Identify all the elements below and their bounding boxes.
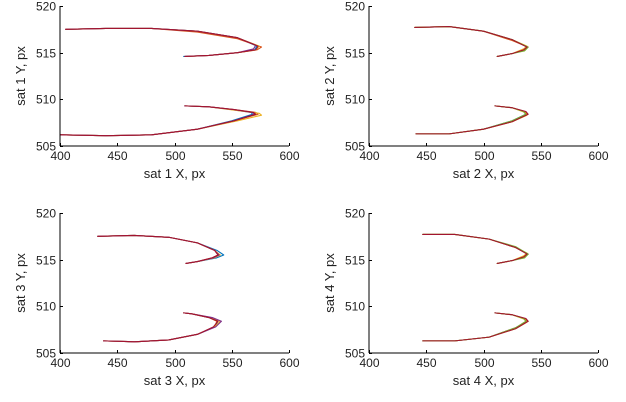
series-1-line-2 <box>60 105 253 137</box>
x-axis-label: sat 1 X, px <box>144 166 206 181</box>
series-3-line-1 <box>65 27 260 57</box>
x-tick-label: 550 <box>222 149 242 163</box>
series-1-line-1 <box>65 27 258 57</box>
series-3-line-2 <box>102 312 221 343</box>
x-tick-label: 450 <box>416 356 436 370</box>
series-3-line-1 <box>414 25 528 57</box>
x-tick-label: 500 <box>165 356 185 370</box>
series-1-line-2 <box>415 105 527 135</box>
series-5-line-2 <box>102 312 219 343</box>
series-4-line-1 <box>422 233 529 264</box>
x-axis-label: sat 2 X, px <box>453 166 515 181</box>
x-tick-label: 550 <box>531 356 551 370</box>
series-3-line-2 <box>422 312 528 342</box>
series-2-line-1 <box>65 27 263 57</box>
subplot-2: 400 450 500 550 600 505 510 515 520 sat 2 X, px sa… <box>322 0 609 181</box>
series-2-line-2 <box>422 312 529 342</box>
series-5-line-1 <box>414 25 528 57</box>
subplot-3: 400 450 500 550 600 505 510 515 520 sat 3 X, px sa… <box>13 207 300 389</box>
x-tick-label: 500 <box>165 149 185 163</box>
x-tick-label: 600 <box>279 356 299 370</box>
series-group <box>422 233 529 342</box>
y-axis-label: sat 2 Y, px <box>322 46 337 106</box>
series-5-line-2 <box>422 312 529 342</box>
y-tick-label: 520 <box>36 207 56 221</box>
series-4-line-2 <box>415 105 527 135</box>
y-tick-label: 515 <box>36 47 56 61</box>
x-tick-label: 400 <box>50 149 70 163</box>
y-axis-label: sat 4 Y, px <box>322 253 337 313</box>
y-tick-label: 515 <box>345 47 365 61</box>
series-4-line-2 <box>422 312 527 342</box>
x-tick-label: 400 <box>50 356 70 370</box>
x-tick-label: 500 <box>474 356 494 370</box>
y-tick-label: 510 <box>345 300 365 314</box>
series-1-line-2 <box>102 312 219 343</box>
x-tick-label: 450 <box>416 149 436 163</box>
y-tick-label: 510 <box>345 93 365 107</box>
y-axis-label: sat 1 Y, px <box>13 46 28 106</box>
y-tick-label: 510 <box>36 300 56 314</box>
x-tick-label: 400 <box>359 356 379 370</box>
series-1-line-2 <box>422 312 528 342</box>
x-tick-label: 600 <box>279 149 299 163</box>
series-2-line-2 <box>415 105 528 135</box>
series-group <box>97 234 225 343</box>
series-4-line-1 <box>97 234 220 264</box>
series-4-line-1 <box>414 25 529 57</box>
y-tick-label: 505 <box>36 347 56 361</box>
y-axis-label: sat 3 Y, px <box>13 253 28 313</box>
series-4-line-1 <box>65 27 257 57</box>
series-3-line-2 <box>415 105 528 135</box>
series-5-line-2 <box>415 105 529 135</box>
series-1-line-1 <box>414 25 528 57</box>
y-tick-label: 510 <box>36 93 56 107</box>
series-group <box>60 27 263 137</box>
x-tick-label: 600 <box>588 356 608 370</box>
series-5-line-1 <box>422 233 528 264</box>
y-tick-label: 515 <box>345 254 365 268</box>
series-4-line-2 <box>102 312 222 343</box>
y-tick-label: 505 <box>36 140 56 154</box>
series-2-line-2 <box>102 312 218 343</box>
series-5-line-1 <box>65 27 259 57</box>
series-4-line-2 <box>60 105 256 137</box>
series-3-line-1 <box>422 233 528 264</box>
series-2-line-1 <box>414 25 529 57</box>
series-5-line-1 <box>97 234 219 264</box>
series-2-line-1 <box>97 234 219 264</box>
x-tick-label: 600 <box>588 149 608 163</box>
series-3-line-1 <box>97 234 221 264</box>
y-tick-label: 515 <box>36 254 56 268</box>
subplot-4: 400 450 500 550 600 505 510 515 520 sat 4 X, px sa… <box>322 207 609 389</box>
x-tick-label: 450 <box>107 356 127 370</box>
y-tick-label: 505 <box>345 347 365 361</box>
y-tick-label: 520 <box>36 0 56 14</box>
series-group <box>414 25 529 135</box>
x-tick-label: 500 <box>474 149 494 163</box>
y-tick-label: 520 <box>345 0 365 14</box>
x-axis-label: sat 3 X, px <box>144 373 206 388</box>
series-2-line-1 <box>422 233 529 264</box>
x-tick-label: 550 <box>222 356 242 370</box>
x-tick-label: 450 <box>107 149 127 163</box>
series-1-line-1 <box>422 233 529 264</box>
x-tick-label: 400 <box>359 149 379 163</box>
y-tick-label: 505 <box>345 140 365 154</box>
series-5-line-2 <box>60 105 257 137</box>
y-tick-label: 520 <box>345 207 365 221</box>
subplot-1: 400 450 500 550 600 505 510 515 520 sat 1 X, px sa… <box>13 0 300 181</box>
x-tick-label: 550 <box>531 149 551 163</box>
series-2-line-2 <box>60 105 259 137</box>
x-axis-label: sat 4 X, px <box>453 373 515 388</box>
